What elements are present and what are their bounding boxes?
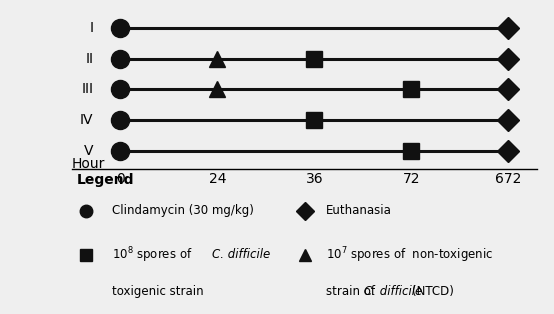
Text: $10^7$ spores of  non-toxigenic: $10^7$ spores of non-toxigenic [326,245,493,265]
Text: Euthanasia: Euthanasia [326,204,392,217]
Text: $10^8$ spores of: $10^8$ spores of [111,245,192,265]
Text: Hour: Hour [72,157,105,171]
Text: Legend: Legend [76,173,134,187]
Text: III: III [81,82,93,96]
Text: toxigenic strain: toxigenic strain [111,284,203,298]
Text: (NTCD): (NTCD) [412,284,454,298]
Text: Clindamycin (30 mg/kg): Clindamycin (30 mg/kg) [111,204,253,217]
Text: I: I [89,21,93,35]
Text: V: V [84,143,93,158]
Text: C. difficile: C. difficile [212,248,270,262]
Text: strain of: strain of [326,284,378,298]
Text: C. difficile: C. difficile [365,284,423,298]
Text: II: II [85,51,93,66]
Text: IV: IV [80,113,93,127]
